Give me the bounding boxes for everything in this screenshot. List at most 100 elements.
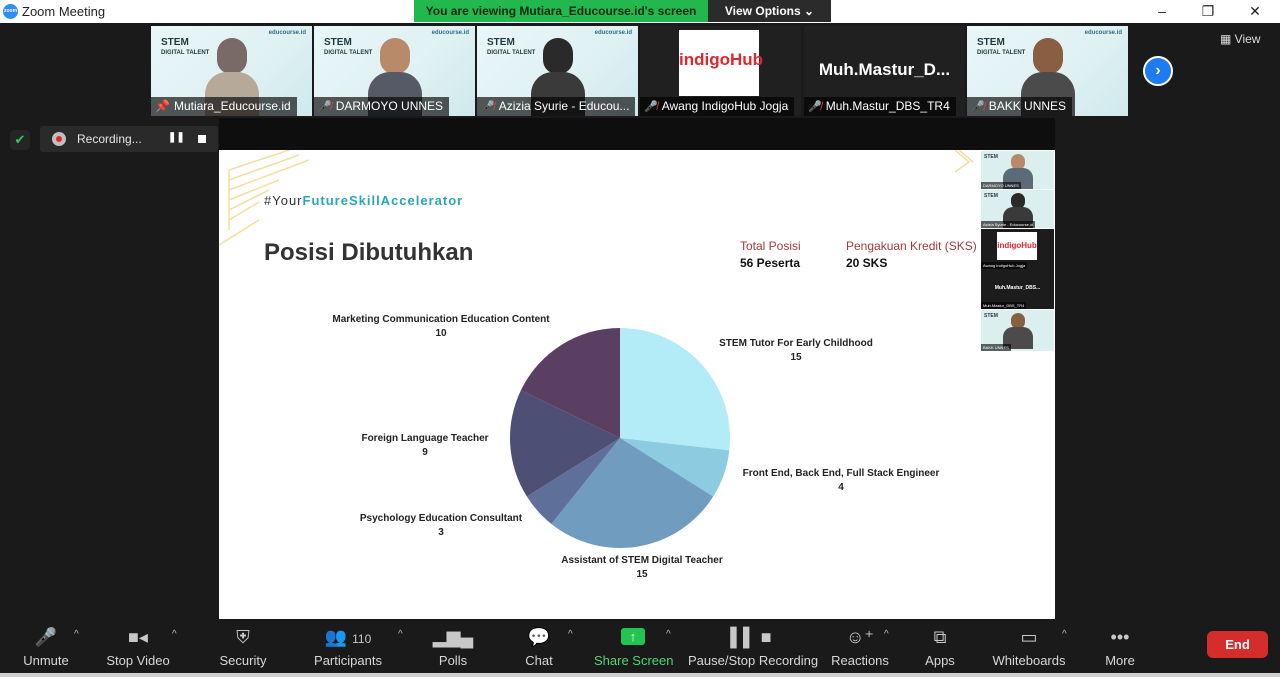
video-tile[interactable]: STEM DIGITAL TALENT educourse.id 🎤̸ Azizia… [477,26,638,116]
view-button[interactable]: ▦ View [1220,32,1261,46]
share-arrow-icon: ↑ [621,628,645,645]
chevron-right-icon[interactable]: › [1143,56,1173,86]
stop-video-button[interactable]: ■◂ Stop Video [102,619,174,673]
muted-mic-icon: 🎤̸ [481,101,495,113]
security-button[interactable]: ⛨ Security [213,619,273,673]
close-button[interactable]: ✕ [1249,3,1261,19]
stat-total-posisi: Total Posisi 56 Peserta [740,239,801,270]
more-dots-icon: ••• [1110,627,1130,647]
restore-button[interactable]: ❐ [1201,3,1215,19]
pie-slice [620,328,730,451]
mini-video-tile: Muh.Mastur_DBS... Muh.Mastur_DBS_TR4 [981,269,1054,309]
view-options-button[interactable]: View Options ⌄ [708,0,831,22]
end-meeting-button[interactable]: End [1207,631,1268,658]
share-chevron-icon[interactable]: ^ [666,629,671,640]
pie-slice-label: Assistant of STEM Digital Teacher [561,555,723,566]
reactions-chevron-icon[interactable]: ^ [884,629,889,640]
pause-stop-icon: ▌▌ ■ [730,627,772,647]
polls-button[interactable]: ▂▆▄ Polls [428,619,478,673]
mini-video-tile: STEM Azizia Syurie - Educourse.id [981,190,1054,228]
video-tile[interactable]: STEM DIGITAL TALENT educourse.id 🎤̸ DARMOY… [314,26,475,116]
stat-pengakuan-kredit: Pengakuan Kredit (SKS) 20 SKS [846,239,977,270]
video-tile[interactable]: indigoHub 🎤̸ Awang IndigoHub Jogja [640,26,801,116]
tile-stem-label: STEM DIGITAL TALENT [161,37,210,57]
audio-options-chevron-icon[interactable]: ^ [74,629,79,640]
grid-icon: ▦ [1220,32,1235,46]
participant-name: 📌 Mutiara_Educourse.id [151,97,297,116]
reactions-button[interactable]: ☺⁺ Reactions [831,627,889,668]
slide-decoration-right [955,150,974,173]
window-title: Zoom Meeting [22,4,106,19]
tile-stem-label: STEM DIGITAL TALENT [977,37,1026,57]
video-tile[interactable]: STEM DIGITAL TALENT educourse.id 📌 Mutiara… [151,26,312,116]
whiteboard-icon: ▭ [1020,627,1038,647]
record-icon [52,132,66,146]
share-screen-button[interactable]: ↑ Share Screen [594,628,674,668]
chevron-down-icon: ⌄ [804,4,815,18]
muted-mic-icon: 🎤̸ [808,101,822,113]
tile-brand: educourse.id [431,30,469,36]
muted-mic-icon: 🎤̸ [318,101,332,113]
pie-slice-label: STEM Tutor For Early Childhood [719,338,873,349]
more-button[interactable]: ••• More [1098,619,1142,673]
pie-slice-value: 9 [422,447,428,458]
video-options-chevron-icon[interactable]: ^ [172,629,177,640]
stop-icon[interactable] [198,135,206,143]
participants-icon: 👥 110 [324,627,372,647]
chat-bubble-icon: 💬 [527,627,551,647]
participant-name: 🎤̸ Awang IndigoHub Jogja [640,97,795,116]
shield-icon: ⛨ [236,627,250,647]
video-tile[interactable]: STEM DIGITAL TALENT educourse.id 🎤̸ BAKK U… [967,26,1128,116]
pie-slice [526,438,620,525]
taskbar-edge [0,673,1280,677]
participants-button[interactable]: 👥 110 Participants [310,619,386,673]
slide-hashtag: #YourFutureSkillAccelerator [264,193,464,208]
viewing-banner: You are viewing Mutiara_Educourse.id's s… [414,0,708,22]
whiteboards-chevron-icon[interactable]: ^ [1062,629,1067,640]
video-tile[interactable]: Muh.Mastur_D... 🎤̸ Muh.Mastur_DBS_TR4 [804,26,965,116]
participant-name: 🎤̸ BAKK UNNES [967,97,1073,116]
pause-stop-recording-button[interactable]: ▌▌ ■ Pause/Stop Recording [688,627,819,668]
tile-brand: educourse.id [594,30,632,36]
shield-icon[interactable]: ✔ [10,130,30,150]
participant-name: 🎤̸ Azizia Syurie - Educou... [477,97,636,116]
apps-icon: ⧉ [933,627,947,647]
pause-icon[interactable]: ❚❚ [168,132,185,143]
pie-slice [620,438,730,497]
tile-stem-label: STEM DIGITAL TALENT [324,37,373,57]
smiley-plus-icon: ☺⁺ [846,627,874,647]
mini-video-tile: STEM BAKK UNNES [981,310,1054,351]
tile-brand: educourse.id [1084,30,1122,36]
slide-title: Posisi Dibutuhkan [264,239,474,266]
muted-mic-icon: 🎤 [34,627,58,647]
recording-status: Recording... [77,132,142,146]
apps-button[interactable]: ⧉ Apps [918,619,962,673]
pie-slice-value: 3 [438,527,444,538]
tile-stem-label: STEM DIGITAL TALENT [487,37,536,57]
participant-placeholder-name: Muh.Mastur_D... [818,60,951,79]
chat-chevron-icon[interactable]: ^ [568,629,573,640]
shared-screen: #YourFutureSkillAccelerator Posisi Dibut… [219,150,1055,619]
minimize-button[interactable]: – [1158,3,1166,19]
share-top-band [219,118,1055,150]
pie-slice-value: 15 [636,569,648,580]
bar-chart-icon: ▂▆▄ [432,627,474,647]
muted-mic-icon: 🎤̸ [644,101,658,113]
zoom-logo-icon: zoom [3,4,18,19]
participant-name: 🎤̸ Muh.Mastur_DBS_TR4 [804,97,956,116]
unmute-button[interactable]: 🎤 Unmute [16,619,76,673]
pie-slice [520,328,620,438]
pie-slice-label: Marketing Communication Education Conten… [332,314,550,325]
mini-video-tile: STEM DARMOYO UNNES [981,151,1054,189]
tile-brand: educourse.id [268,30,306,36]
meeting-toolbar: 🎤 Unmute ^ ■◂ Stop Video ^ ⛨ Security 👥 … [0,619,1280,673]
indigohub-logo: indigoHub [679,30,763,96]
participant-name: 🎤̸ DARMOYO UNNES [314,97,450,116]
pie-chart: STEM Tutor For Early Childhood 15 Front En… [332,314,939,580]
chat-button[interactable]: 💬 Chat [516,619,562,673]
whiteboards-button[interactable]: ▭ Whiteboards [988,619,1070,673]
pie-slice [551,438,714,548]
pin-icon: 📌 [155,99,170,113]
participants-chevron-icon[interactable]: ^ [398,629,403,640]
pie-slice-label: Psychology Education Consultant [360,513,523,524]
